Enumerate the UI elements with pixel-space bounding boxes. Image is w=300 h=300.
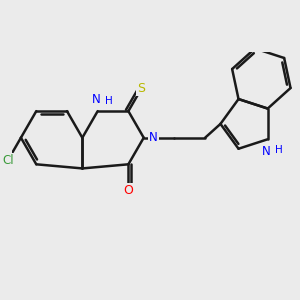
Text: O: O [123, 184, 133, 197]
Text: N: N [149, 131, 158, 144]
Text: H: H [105, 96, 112, 106]
Text: N: N [262, 146, 271, 158]
Text: H: H [275, 146, 283, 155]
Text: S: S [137, 82, 146, 95]
Text: N: N [92, 93, 100, 106]
Text: Cl: Cl [2, 154, 14, 167]
